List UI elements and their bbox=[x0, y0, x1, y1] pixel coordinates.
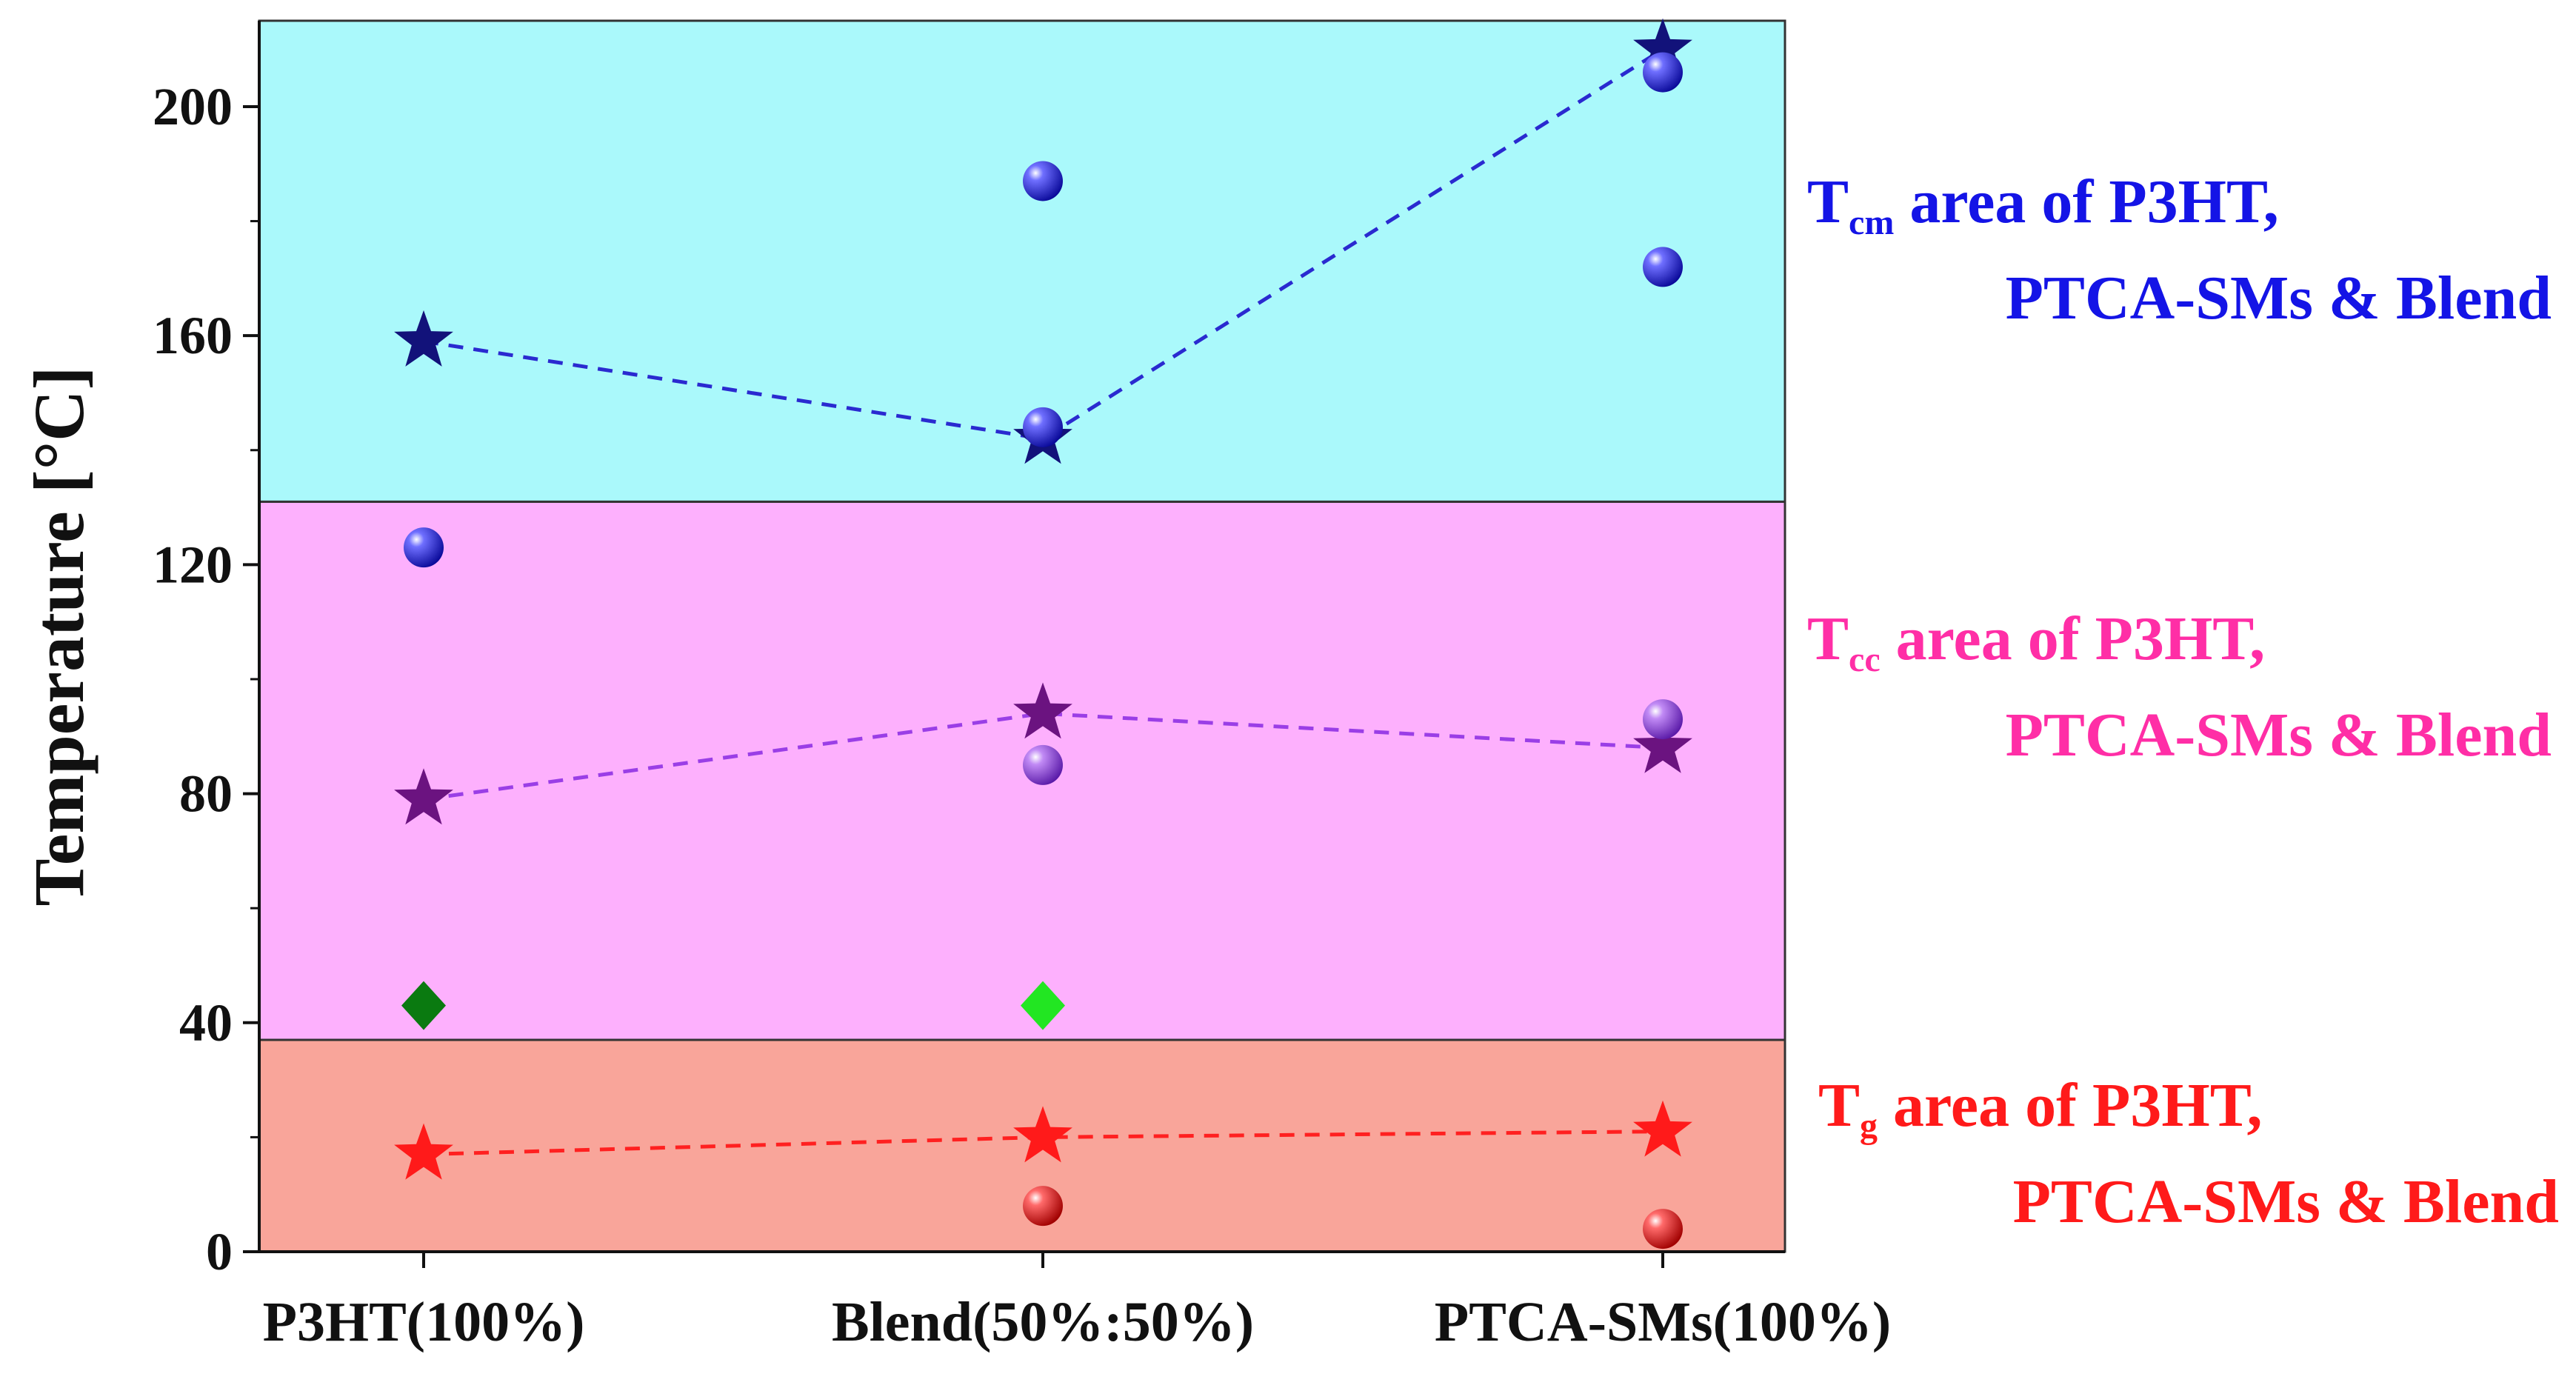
series-line bbox=[423, 1130, 1664, 1157]
markers bbox=[394, 18, 1692, 1249]
y-tick-label: 160 bbox=[153, 306, 233, 365]
series-line bbox=[423, 711, 1664, 801]
y-tick-label: 0 bbox=[206, 1222, 233, 1281]
sphere-marker bbox=[1023, 161, 1063, 201]
x-tick-label: PTCA-SMs(100%) bbox=[1435, 1291, 1891, 1353]
star-marker bbox=[394, 768, 453, 825]
labels: Tg area of P3HT, PTCA-SMs & Blend Tcc area… bbox=[1807, 167, 2559, 1236]
regions bbox=[258, 19, 1786, 1253]
sphere-marker bbox=[1023, 1186, 1063, 1227]
sphere-marker bbox=[1643, 247, 1683, 287]
y-tick-label: 80 bbox=[179, 764, 233, 824]
star-marker bbox=[1013, 1106, 1072, 1163]
diamond-marker bbox=[401, 981, 446, 1030]
sphere-marker bbox=[1643, 699, 1683, 740]
region-label-tcc: Tcc area of P3HT, bbox=[1807, 604, 2265, 679]
region-label-line2: PTCA-SMs & Blend bbox=[2006, 264, 2552, 333]
sphere-marker bbox=[1643, 52, 1683, 93]
sphere-marker bbox=[1023, 744, 1063, 785]
y-tick-label: 120 bbox=[153, 535, 233, 594]
x-tick-label: P3HT(100%) bbox=[263, 1291, 585, 1353]
y-axis-title: Temperature [°C] bbox=[19, 367, 99, 907]
y-tick-label: 200 bbox=[153, 77, 233, 136]
sphere-marker bbox=[404, 527, 444, 568]
region-label-line2: PTCA-SMs & Blend bbox=[2013, 1167, 2559, 1236]
sphere-marker bbox=[1643, 1209, 1683, 1249]
star-marker bbox=[394, 310, 453, 367]
star-marker bbox=[1013, 682, 1072, 739]
star-marker bbox=[1633, 1100, 1692, 1157]
sphere-marker bbox=[1023, 407, 1063, 447]
region-label-line2: PTCA-SMs & Blend bbox=[2006, 701, 2552, 770]
region-label-tcm: Tcm area of P3HT, bbox=[1807, 167, 2279, 242]
x-tick-label: Blend(50%:50%) bbox=[832, 1291, 1254, 1353]
star-marker bbox=[394, 1123, 453, 1180]
region-tcc bbox=[258, 500, 1786, 1041]
series-line bbox=[423, 47, 1664, 441]
series-lines bbox=[423, 47, 1664, 1157]
star-marker bbox=[1633, 18, 1692, 75]
region-label-tg: Tg area of P3HT, bbox=[1818, 1071, 2263, 1146]
star-marker bbox=[1633, 716, 1692, 773]
diamond-marker bbox=[1021, 981, 1065, 1030]
y-tick-label: 40 bbox=[179, 993, 233, 1052]
axes: 0 40 80 120 160 200 P3HT(100%) Blend(50%:50%) PT… bbox=[19, 21, 1891, 1353]
region-tcm bbox=[258, 19, 1786, 503]
region-tg bbox=[258, 1038, 1786, 1253]
